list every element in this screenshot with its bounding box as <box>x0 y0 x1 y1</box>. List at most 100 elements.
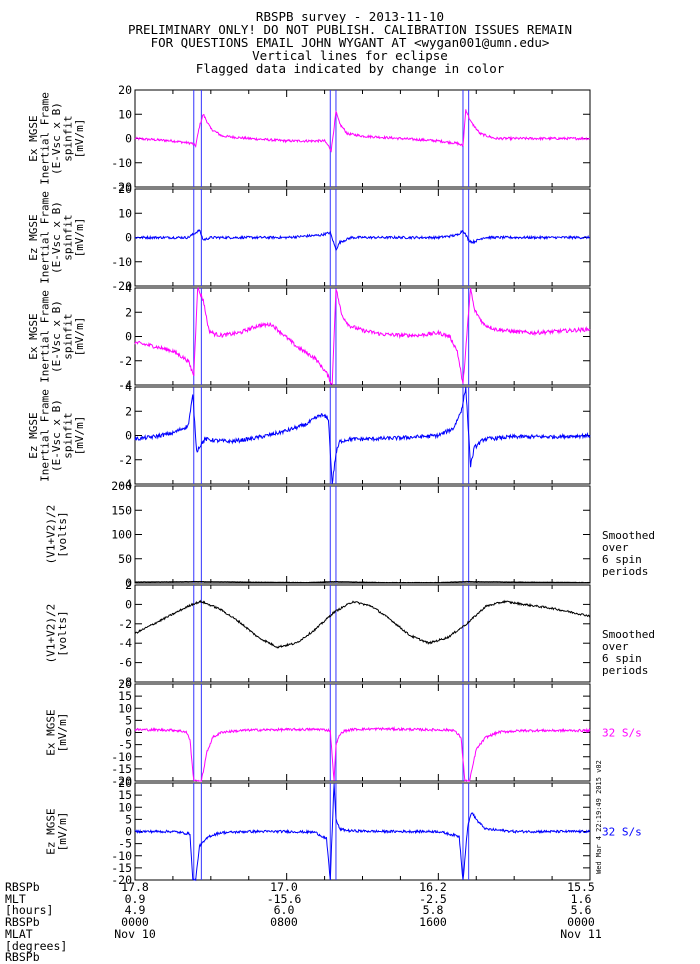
y-axis-label: spinfit <box>62 214 75 260</box>
panel-annotation: over <box>602 640 629 653</box>
y-axis-label: [mV/m] <box>73 416 86 456</box>
y-tick-label: 0 <box>125 576 132 590</box>
plot-title: RBSPB survey - 2013-11-10 <box>255 9 445 24</box>
panel-annotation: periods <box>602 664 648 677</box>
y-tick-label: 0 <box>125 825 132 839</box>
footer-row-labels: RBSPb MLT [hours] RBSPb MLAT [degrees] R… <box>5 880 67 964</box>
panel-annotation: 6 spin <box>602 652 642 665</box>
footer-column: 17.0 -15.6 6.0 0800 <box>244 880 324 930</box>
footer-value: 0000 <box>121 915 149 930</box>
y-tick-label: -10 <box>111 255 132 269</box>
y-tick-label: 4 <box>125 380 132 394</box>
footer-label: RBSPb <box>5 915 40 930</box>
panel-frame <box>134 683 591 782</box>
y-tick-label: -2 <box>118 453 132 467</box>
y-axis-label: (E-Vsc x B) <box>50 399 63 472</box>
y-tick-label: -4 <box>118 378 132 392</box>
y-axis-label: (V1+V2)/2 <box>44 505 57 565</box>
y-tick-label: -20 <box>111 873 132 887</box>
y-tick-label: 200 <box>111 479 132 493</box>
footer-value: 5.8 <box>422 903 444 918</box>
y-tick-label: 100 <box>111 528 132 542</box>
footer-value: 16.2 <box>419 880 447 894</box>
y-axis-label: Ez MGSE <box>44 808 57 854</box>
y-tick-label: 0 <box>125 231 132 245</box>
footer-value: Nov 11 <box>560 926 602 941</box>
warning-line: PRELIMINARY ONLY! DO NOT PUBLISH. CALIBR… <box>127 22 572 37</box>
y-axis-label: (E-Vsc x B) <box>50 201 63 274</box>
y-tick-label: -4 <box>118 636 132 650</box>
data-series-line <box>134 286 591 386</box>
y-tick-label: -2 <box>118 354 132 368</box>
y-axis-label: [volts] <box>56 511 69 557</box>
footer-value: 15.5 <box>567 880 595 894</box>
y-tick-label: 2 <box>125 578 132 592</box>
footer-value: -2.5 <box>419 891 447 906</box>
footer-value: 1600 <box>419 915 447 930</box>
footer-column: 17.8 0.9 4.9 0000 Nov 10 <box>95 880 175 941</box>
footer-label: MLT <box>5 891 26 906</box>
y-tick-label: -10 <box>111 849 132 863</box>
y-axis-label: [mV/m] <box>73 119 86 159</box>
y-tick-label: 0 <box>125 726 132 740</box>
footer-value: 17.0 <box>270 880 298 894</box>
footer-value: -15.6 <box>266 891 302 906</box>
y-tick-label: -10 <box>111 156 132 170</box>
y-tick-label: 0 <box>125 597 132 611</box>
y-tick-label: 4 <box>125 281 132 295</box>
y-tick-label: 20 <box>118 83 132 97</box>
y-tick-label: -2 <box>118 617 132 631</box>
footer-value: 0.9 <box>124 891 146 906</box>
footer-value: Nov 10 <box>114 926 156 941</box>
data-series-line <box>134 580 590 584</box>
eclipse-note: Vertical lines for eclipse <box>252 48 448 63</box>
y-tick-label: -15 <box>111 762 132 776</box>
footer-label: RBSPb <box>5 950 40 964</box>
data-series-line <box>134 783 591 882</box>
y-axis-label: [mV/m] <box>73 218 86 258</box>
y-tick-label: 2 <box>125 305 132 319</box>
y-axis-label: [mV/m] <box>56 812 69 852</box>
footer-value: 0800 <box>270 915 298 930</box>
y-tick-label: -8 <box>118 675 132 689</box>
y-tick-label: 0 <box>125 330 132 344</box>
y-tick-label: -20 <box>111 279 132 293</box>
y-axis-label: spinfit <box>62 412 75 458</box>
panel-frame <box>134 485 591 584</box>
y-tick-label: -5 <box>118 738 132 752</box>
y-tick-label: 0 <box>125 132 132 146</box>
y-tick-label: -20 <box>111 774 132 788</box>
panel-frame <box>134 584 591 683</box>
y-axis-label: Inertial Frame <box>39 191 52 284</box>
y-tick-label: 10 <box>118 107 132 121</box>
footer-label: [hours] <box>5 903 54 918</box>
y-axis-label: spinfit <box>62 115 75 161</box>
panel-annotation: over <box>602 541 629 554</box>
y-axis-label: Ez MGSE <box>27 214 40 260</box>
y-axis-label: [mV/m] <box>56 713 69 753</box>
data-series-line <box>134 599 591 649</box>
y-tick-label: 10 <box>118 701 132 715</box>
y-tick-label: 15 <box>118 689 132 703</box>
footer-label: RBSPb <box>5 880 40 894</box>
y-tick-label: 2 <box>125 404 132 418</box>
y-tick-label: -5 <box>118 837 132 851</box>
y-axis-label: [mV/m] <box>73 317 86 357</box>
flag-note: Flagged data indicated by change in colo… <box>195 61 505 76</box>
y-tick-label: 5 <box>125 713 132 727</box>
footer-value: 17.8 <box>121 880 149 894</box>
y-axis-label: Ex MGSE <box>27 313 40 359</box>
y-axis-label: Ex MGSE <box>27 115 40 161</box>
y-tick-label: 20 <box>118 182 132 196</box>
y-tick-label: -20 <box>111 180 132 194</box>
footer-label: MLAT <box>5 926 33 941</box>
y-tick-label: 5 <box>125 812 132 826</box>
footer-column: 15.5 1.6 5.6 0000 Nov 11 <box>541 880 621 941</box>
y-tick-label: 0 <box>125 429 132 443</box>
data-series-line <box>134 109 590 153</box>
footer-value: 1.6 <box>570 891 592 906</box>
y-tick-label: 10 <box>118 800 132 814</box>
y-axis-label: (E-Vsc x B) <box>50 102 63 175</box>
y-axis-label: (V1+V2)/2 <box>44 604 57 664</box>
